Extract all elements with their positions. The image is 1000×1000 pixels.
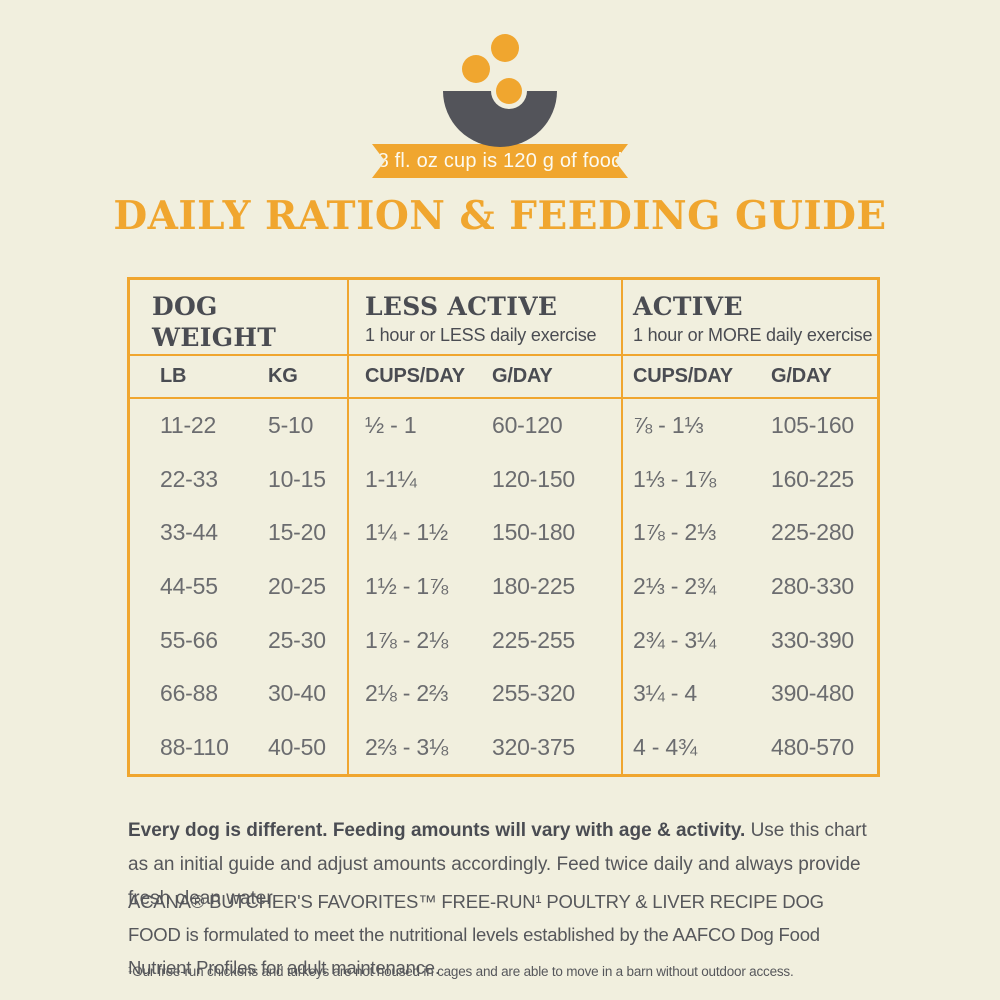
group-subtitle: 1 hour or MORE daily exercise: [633, 325, 873, 345]
table-cell: 2⅔ - 3⅛: [365, 733, 448, 760]
group-body: ⅞ - 1⅓ 105-160 1⅓ - 1⅞ 160-225 1⅞ - 2⅓ 2…: [623, 399, 877, 774]
group-title: DOG WEIGHT: [152, 292, 277, 352]
table-cell: 40-50: [268, 733, 326, 760]
feeding-note: Every dog is different. Feeding amounts …: [128, 814, 873, 916]
table-cell: 15-20: [268, 519, 326, 546]
table-cell: 280-330: [771, 572, 855, 599]
group-body: ½ - 1 60-120 1-1¼ 120-150 1¼ - 1½ 150-18…: [349, 399, 621, 774]
table-cell: 180-225: [492, 572, 576, 599]
table-cell: 60-120: [492, 412, 563, 439]
table-cell: 390-480: [771, 680, 855, 707]
table-cell: 255-320: [492, 680, 576, 707]
table-cell: 2⅛ - 2⅔: [365, 680, 448, 707]
column-group-active: ACTIVE 1 hour or MORE daily exercise CUP…: [621, 280, 877, 774]
group-body: 11-22 5-10 22-33 10-15 33-44 15-20 44-55…: [130, 399, 347, 774]
free-run-footnote: ¹Our free-run chickens and turkeys are n…: [128, 963, 794, 979]
kibble-dot-icon: [491, 34, 519, 62]
table-cell: 44-55: [160, 572, 218, 599]
column-header-g-day: G/DAY: [492, 365, 553, 387]
subheader-row: LB KG: [130, 356, 347, 399]
table-cell: 2⅓ - 2¾: [633, 572, 716, 599]
column-group-less-active: LESS ACTIVE 1 hour or LESS daily exercis…: [347, 280, 621, 774]
table-cell: 480-570: [771, 733, 855, 760]
feeding-note-bold: Every dog is different. Feeding amounts …: [128, 820, 746, 841]
ribbon-text: 8 fl. oz cup is 120 g of food: [377, 149, 623, 172]
table-cell: 5-10: [268, 412, 314, 439]
cup-measure-ribbon: 8 fl. oz cup is 120 g of food: [372, 144, 628, 178]
table-cell: 150-180: [492, 519, 576, 546]
column-header-g-day: G/DAY: [771, 365, 832, 387]
table-cell: 3¼ - 4: [633, 680, 698, 707]
table-cell: 105-160: [771, 412, 855, 439]
table-cell: 33-44: [160, 519, 218, 546]
table-cell: 1⅞ - 2⅛: [365, 626, 448, 653]
table-cell: ⅞ - 1⅓: [633, 412, 704, 439]
table-cell: 22-33: [160, 465, 218, 492]
feeding-guide-table: DOG WEIGHT LB KG 11-22 5-10 22-33 10-15 …: [127, 277, 880, 777]
column-header-kg: KG: [268, 365, 298, 387]
table-cell: 1¼ - 1½: [365, 519, 448, 546]
table-cell: 160-225: [771, 465, 855, 492]
table-cell: 1⅓ - 1⅞: [633, 465, 716, 492]
column-group-dog-weight: DOG WEIGHT LB KG 11-22 5-10 22-33 10-15 …: [130, 280, 347, 774]
table-cell: 1½ - 1⅞: [365, 572, 448, 599]
table-cell: 225-280: [771, 519, 855, 546]
table-cell: 20-25: [268, 572, 326, 599]
group-title: ACTIVE: [633, 292, 743, 321]
table-cell: 120-150: [492, 465, 576, 492]
table-cell: 30-40: [268, 680, 326, 707]
table-cell: 25-30: [268, 626, 326, 653]
table-cell: 1-1¼: [365, 465, 417, 492]
table-cell: 4 - 4¾: [633, 733, 698, 760]
table-cell: 330-390: [771, 626, 855, 653]
table-cell: 320-375: [492, 733, 576, 760]
kibble-dot-icon: [496, 78, 522, 104]
table-cell: 225-255: [492, 626, 576, 653]
table-cell: 11-22: [160, 412, 217, 439]
group-subtitle: 1 hour or LESS daily exercise: [365, 325, 597, 345]
table-cell: 1⅞ - 2⅓: [633, 519, 716, 546]
column-header-cups-day: CUPS/DAY: [365, 365, 465, 387]
table-cell: 2¾ - 3¼: [633, 626, 716, 653]
table-cell: 55-66: [160, 626, 218, 653]
aafco-statement: ACANA® BUTCHER'S FAVORITES™ FREE-RUN¹ PO…: [128, 890, 824, 978]
table-cell: ½ - 1: [365, 412, 417, 439]
group-header: ACTIVE 1 hour or MORE daily exercise: [623, 280, 877, 356]
column-header-lb: LB: [160, 365, 187, 387]
page-title: DAILY RATION & FEEDING GUIDE: [113, 193, 887, 239]
kibble-dot-icon: [462, 55, 490, 83]
table-cell: 66-88: [160, 680, 218, 707]
group-header: DOG WEIGHT: [130, 280, 347, 356]
table-cell: 10-15: [268, 465, 326, 492]
column-header-cups-day: CUPS/DAY: [633, 365, 733, 387]
table-cell: 88-110: [160, 733, 229, 760]
group-title: LESS ACTIVE: [365, 292, 558, 321]
subheader-row: CUPS/DAY G/DAY: [623, 356, 877, 399]
feeding-note-rest: Use this chart as an initial guide and a…: [128, 820, 867, 909]
subheader-row: CUPS/DAY G/DAY: [349, 356, 621, 399]
group-header: LESS ACTIVE 1 hour or LESS daily exercis…: [349, 280, 621, 356]
